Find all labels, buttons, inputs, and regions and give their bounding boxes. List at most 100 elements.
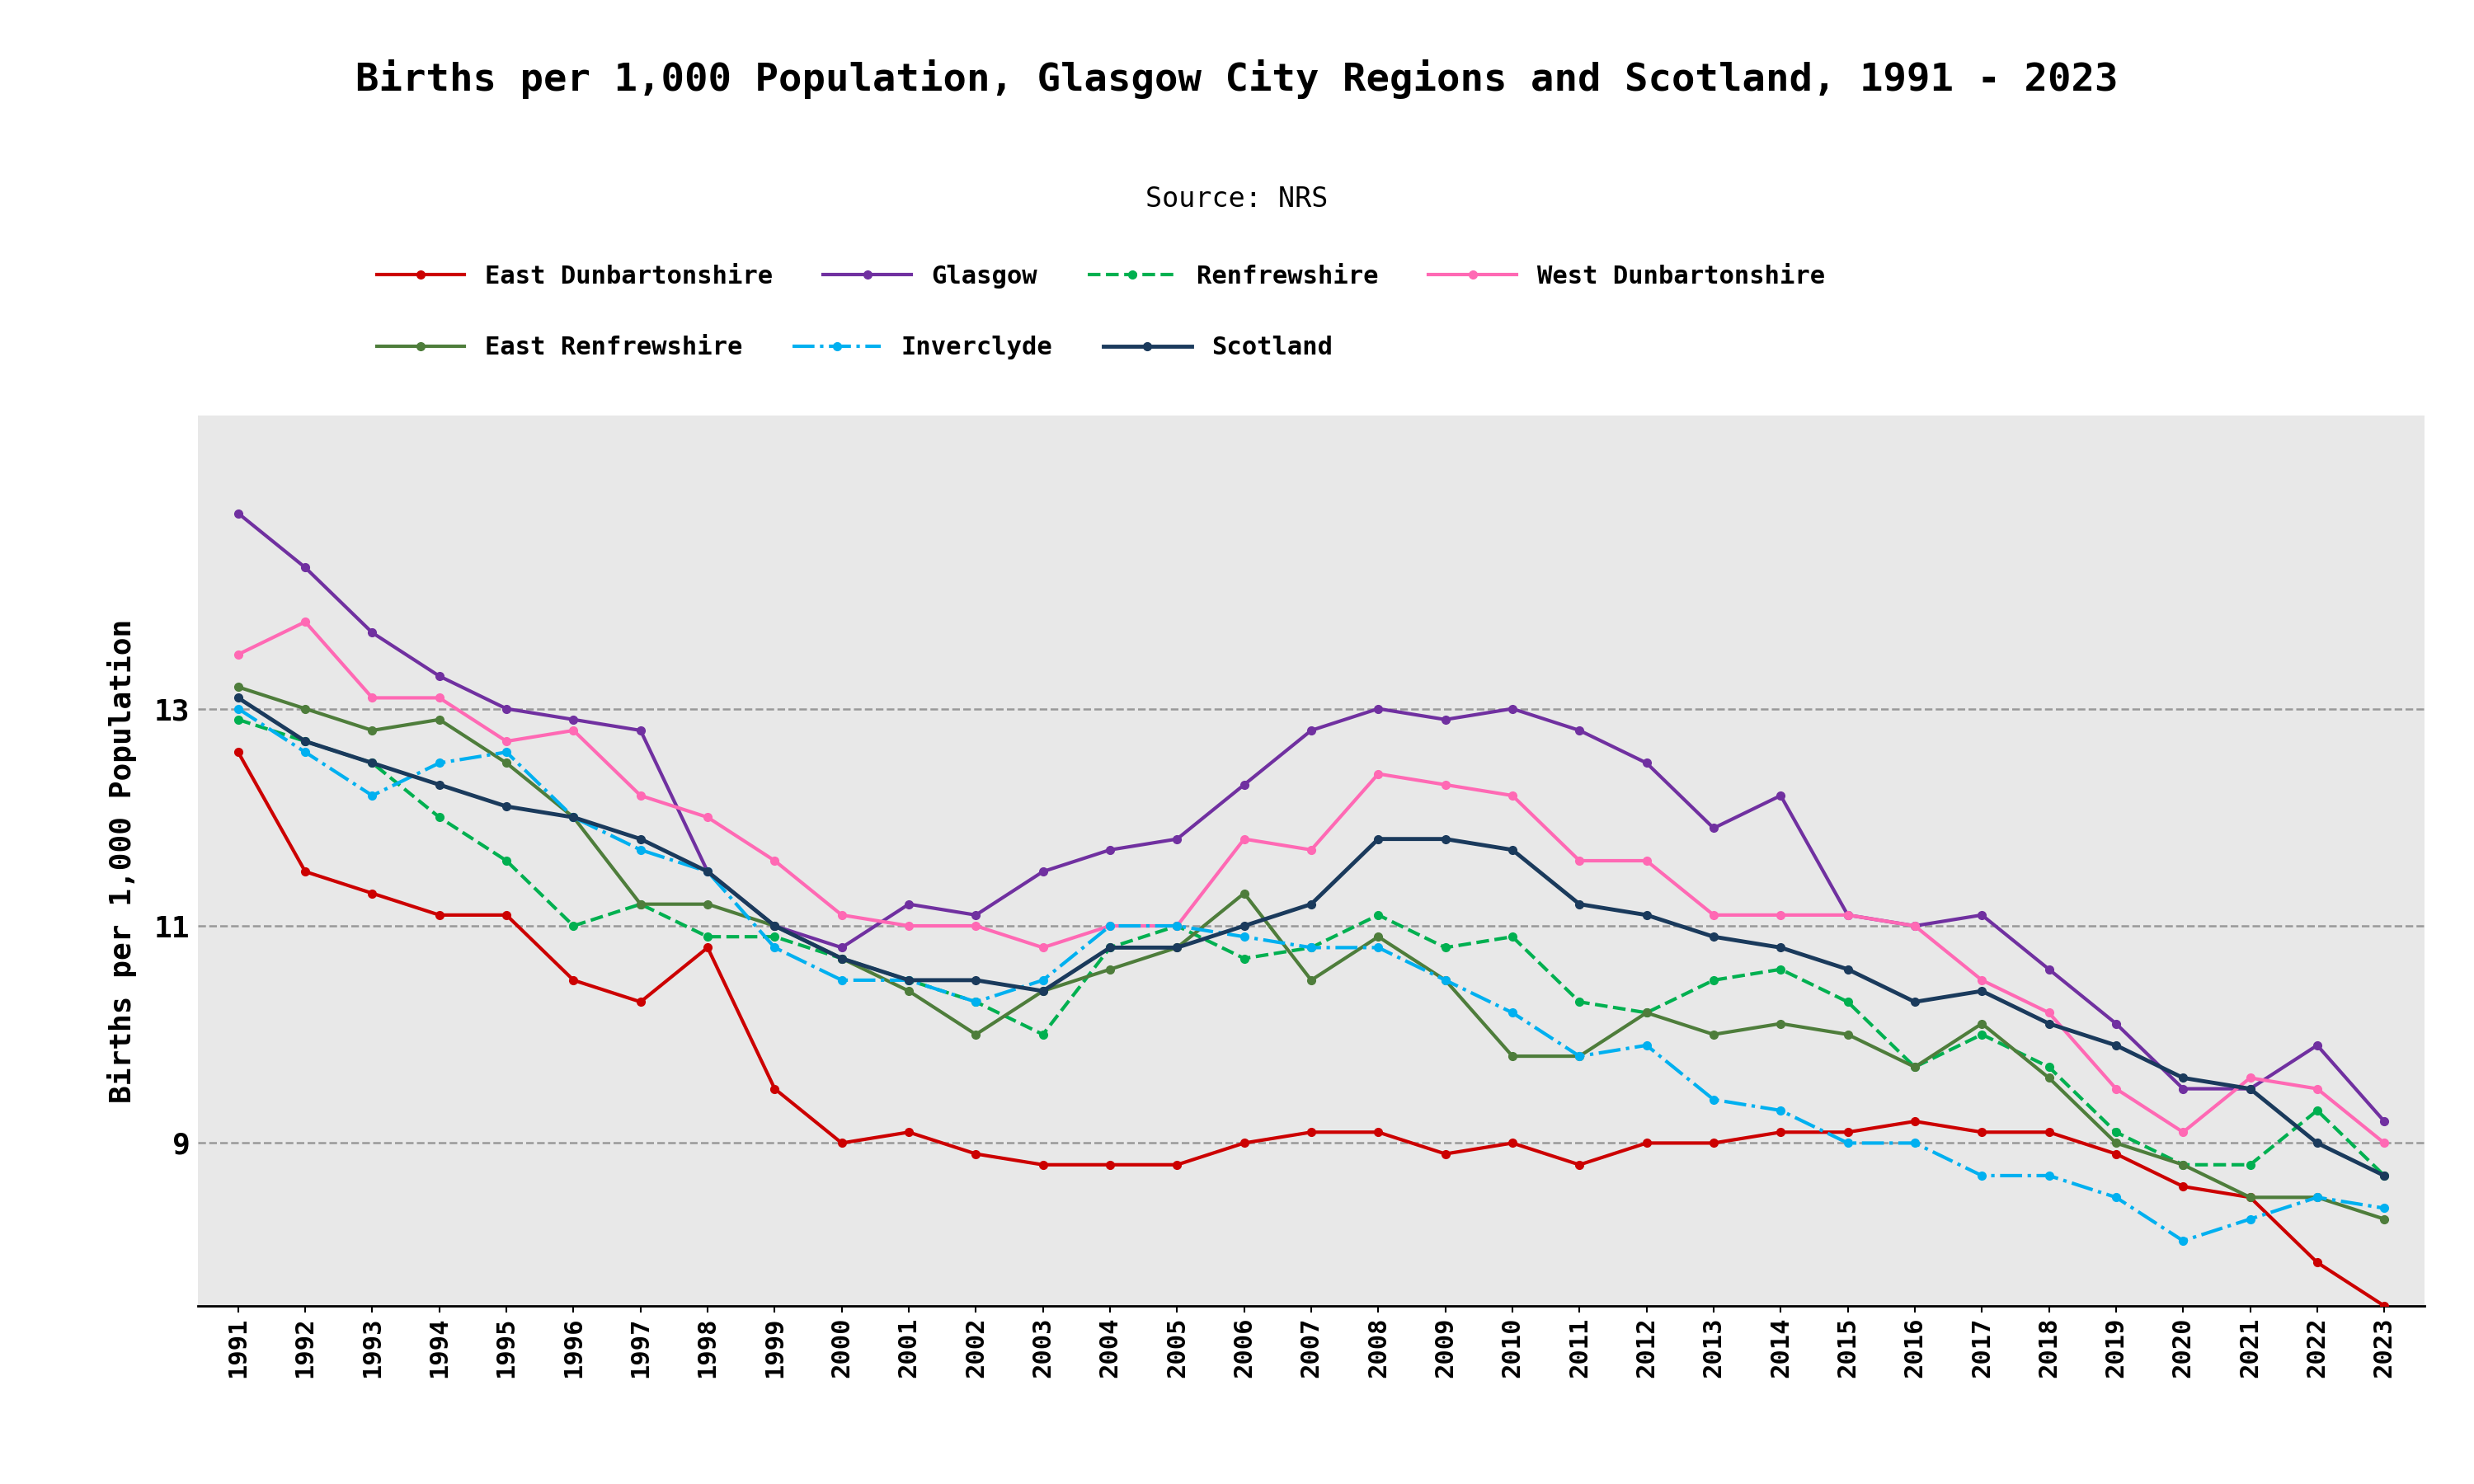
Scotland [960,971,990,988]
East Dunbartonshire [1967,1123,1997,1141]
Glasgow [559,711,589,729]
Scotland [1700,928,1729,945]
Renfrewshire [626,895,656,913]
Scotland [1833,960,1863,978]
Glasgow [1564,721,1593,739]
Glasgow [1096,841,1126,859]
Scotland [2236,1080,2266,1098]
West Dunbartonshire [960,917,990,935]
Scotland [626,830,656,847]
Renfrewshire [1230,950,1259,968]
Inverclyde [1230,928,1259,945]
Glasgow [1296,721,1326,739]
Inverclyde [960,993,990,1011]
West Dunbartonshire [1363,764,1393,782]
East Renfrewshire [760,917,789,935]
East Renfrewshire [1296,971,1326,988]
Glasgow [1230,776,1259,794]
Scotland [1096,939,1126,957]
East Dunbartonshire [893,1123,923,1141]
Glasgow [2236,1080,2266,1098]
East Dunbartonshire [2370,1297,2400,1315]
Glasgow [2303,1036,2333,1054]
East Renfrewshire [1967,1015,1997,1033]
Scotland [1900,993,1930,1011]
East Renfrewshire [1497,1048,1526,1066]
Inverclyde [1363,939,1393,957]
East Renfrewshire [1633,1003,1663,1021]
Scotland [356,754,386,772]
East Dunbartonshire [1296,1123,1326,1141]
Glasgow [626,721,656,739]
Inverclyde [356,787,386,804]
Inverclyde [893,971,923,988]
East Dunbartonshire [2100,1146,2130,1163]
West Dunbartonshire [693,809,722,827]
Line: Scotland: Scotland [235,695,2387,1180]
Renfrewshire [893,971,923,988]
East Renfrewshire [289,700,319,718]
West Dunbartonshire [1900,917,1930,935]
Inverclyde [1296,939,1326,957]
Inverclyde [426,754,455,772]
Inverclyde [1564,1048,1593,1066]
West Dunbartonshire [1700,907,1729,925]
Scotland [426,776,455,794]
Renfrewshire [1833,993,1863,1011]
Glasgow [1497,700,1526,718]
East Renfrewshire [1700,1025,1729,1043]
Scotland [1296,895,1326,913]
Inverclyde [1766,1101,1796,1119]
East Dunbartonshire [1430,1146,1460,1163]
West Dunbartonshire [492,733,522,751]
East Renfrewshire [1766,1015,1796,1033]
Scotland [693,862,722,880]
Glasgow [760,917,789,935]
Inverclyde [1163,917,1192,935]
Scotland [1633,907,1663,925]
Glasgow [2100,1015,2130,1033]
East Dunbartonshire [1564,1156,1593,1174]
Renfrewshire [1029,1025,1059,1043]
Inverclyde [1967,1166,1997,1184]
East Dunbartonshire [1029,1156,1059,1174]
Glasgow [289,558,319,576]
Glasgow [2167,1080,2197,1098]
West Dunbartonshire [289,613,319,631]
Renfrewshire [1633,1003,1663,1021]
Line: West Dunbartonshire: West Dunbartonshire [235,617,2387,1147]
Inverclyde [2167,1232,2197,1250]
Scotland [2034,1015,2063,1033]
Scotland [1163,939,1192,957]
Glasgow [223,505,252,522]
Inverclyde [826,971,856,988]
East Renfrewshire [223,678,252,696]
Renfrewshire [2034,1058,2063,1076]
East Renfrewshire [426,711,455,729]
Scotland [1363,830,1393,847]
Line: Glasgow: Glasgow [235,509,2387,1125]
East Renfrewshire [626,895,656,913]
East Renfrewshire [2303,1189,2333,1206]
East Renfrewshire [1096,960,1126,978]
East Renfrewshire [960,1025,990,1043]
Inverclyde [289,743,319,761]
West Dunbartonshire [1163,917,1192,935]
Renfrewshire [426,809,455,827]
West Dunbartonshire [826,907,856,925]
Renfrewshire [1163,917,1192,935]
East Renfrewshire [1900,1058,1930,1076]
Glasgow [1633,754,1663,772]
Glasgow [893,895,923,913]
Renfrewshire [1900,1058,1930,1076]
West Dunbartonshire [2303,1080,2333,1098]
Glasgow [960,907,990,925]
Scotland [1230,917,1259,935]
Line: Inverclyde: Inverclyde [235,705,2387,1245]
East Dunbartonshire [1900,1113,1930,1131]
Glasgow [1900,917,1930,935]
Renfrewshire [2370,1166,2400,1184]
West Dunbartonshire [1096,917,1126,935]
West Dunbartonshire [1633,852,1663,870]
East Dunbartonshire [826,1134,856,1152]
